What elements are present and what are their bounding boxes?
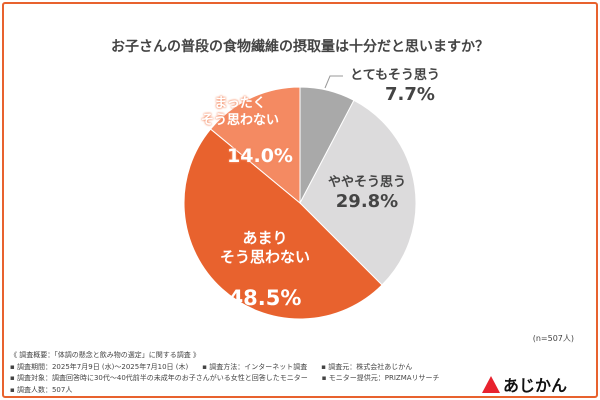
brand-logo: あじかん bbox=[482, 372, 567, 396]
label-not-really: あまり そう思わない 48.5% bbox=[219, 228, 310, 310]
survey-footer: 《 調査概要：「体調の懸念と飲み物の選定」に関する調査 》 ▪ 調査期間：202… bbox=[10, 350, 454, 396]
label-strongly-agree: とてもそう思う 7.7% bbox=[350, 68, 440, 106]
logo-mark-icon bbox=[482, 375, 500, 393]
label-somewhat-agree: ややそう思う 29.8% bbox=[327, 175, 406, 213]
leader-line bbox=[324, 75, 343, 89]
pie-slice-1 bbox=[299, 99, 417, 286]
footer-target: ▪ 調査対象：調査回答時に30代～40代前半の未成年のお子さんがいる女性と回答し… bbox=[10, 374, 308, 382]
footer-source: ▪ 調査元：株式会社あじかん bbox=[321, 362, 413, 371]
label-not-at-all: まったく そう思わない 14.0% bbox=[200, 96, 293, 167]
footer-heading: 《 調査概要：「体調の懸念と飲み物の選定」に関する調査 》 bbox=[10, 351, 200, 359]
pie-slice-2 bbox=[183, 128, 383, 320]
logo-text: あじかん bbox=[503, 376, 568, 395]
pie-slice-3 bbox=[209, 86, 301, 205]
footer-count: ▪ 調査人数：507人 bbox=[10, 385, 73, 394]
chart-title: お子さんの普段の食物繊維の摂取量は十分だと思いますか？ bbox=[111, 39, 489, 55]
footer-provider: ▪ モニター提供元：PRIZMAリサーチ bbox=[321, 374, 440, 382]
sample-size: (n=507人) bbox=[532, 334, 574, 343]
footer-method: ▪ 調査方法：インターネット調査 bbox=[202, 362, 308, 371]
footer-period: ▪ 調査期間：2025年7月9日 (水)～2025年7月10日 (木) bbox=[10, 362, 189, 371]
